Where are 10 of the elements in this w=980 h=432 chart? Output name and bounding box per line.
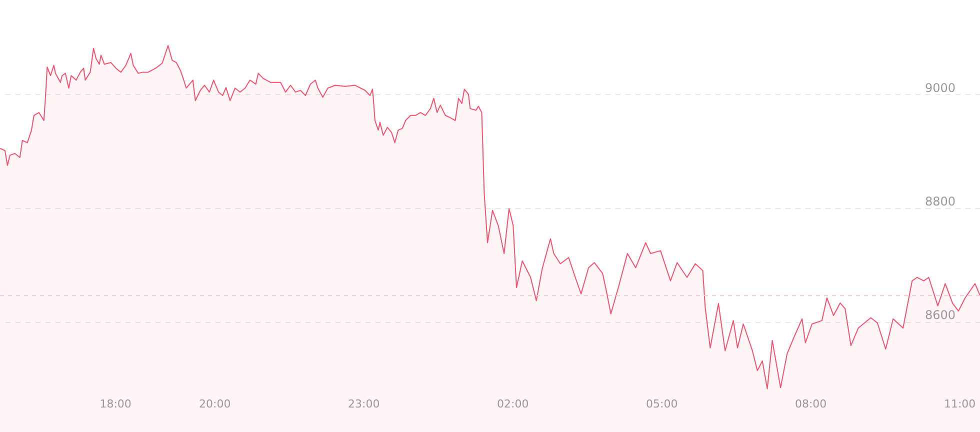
x-tick-label: 20:00 [199, 398, 231, 410]
x-tick-label: 05:00 [646, 398, 678, 410]
x-tick-label: 08:00 [794, 398, 827, 410]
y-tick-label: 8800 [924, 194, 956, 209]
y-tick-label: 9000 [924, 80, 956, 95]
x-tick-label: 18:00 [100, 398, 132, 410]
x-tick-label: 23:00 [348, 398, 380, 410]
x-tick-label: 02:00 [496, 398, 529, 410]
x-tick-label: 11:00 [944, 398, 976, 410]
y-tick-label: 8600 [924, 308, 956, 322]
